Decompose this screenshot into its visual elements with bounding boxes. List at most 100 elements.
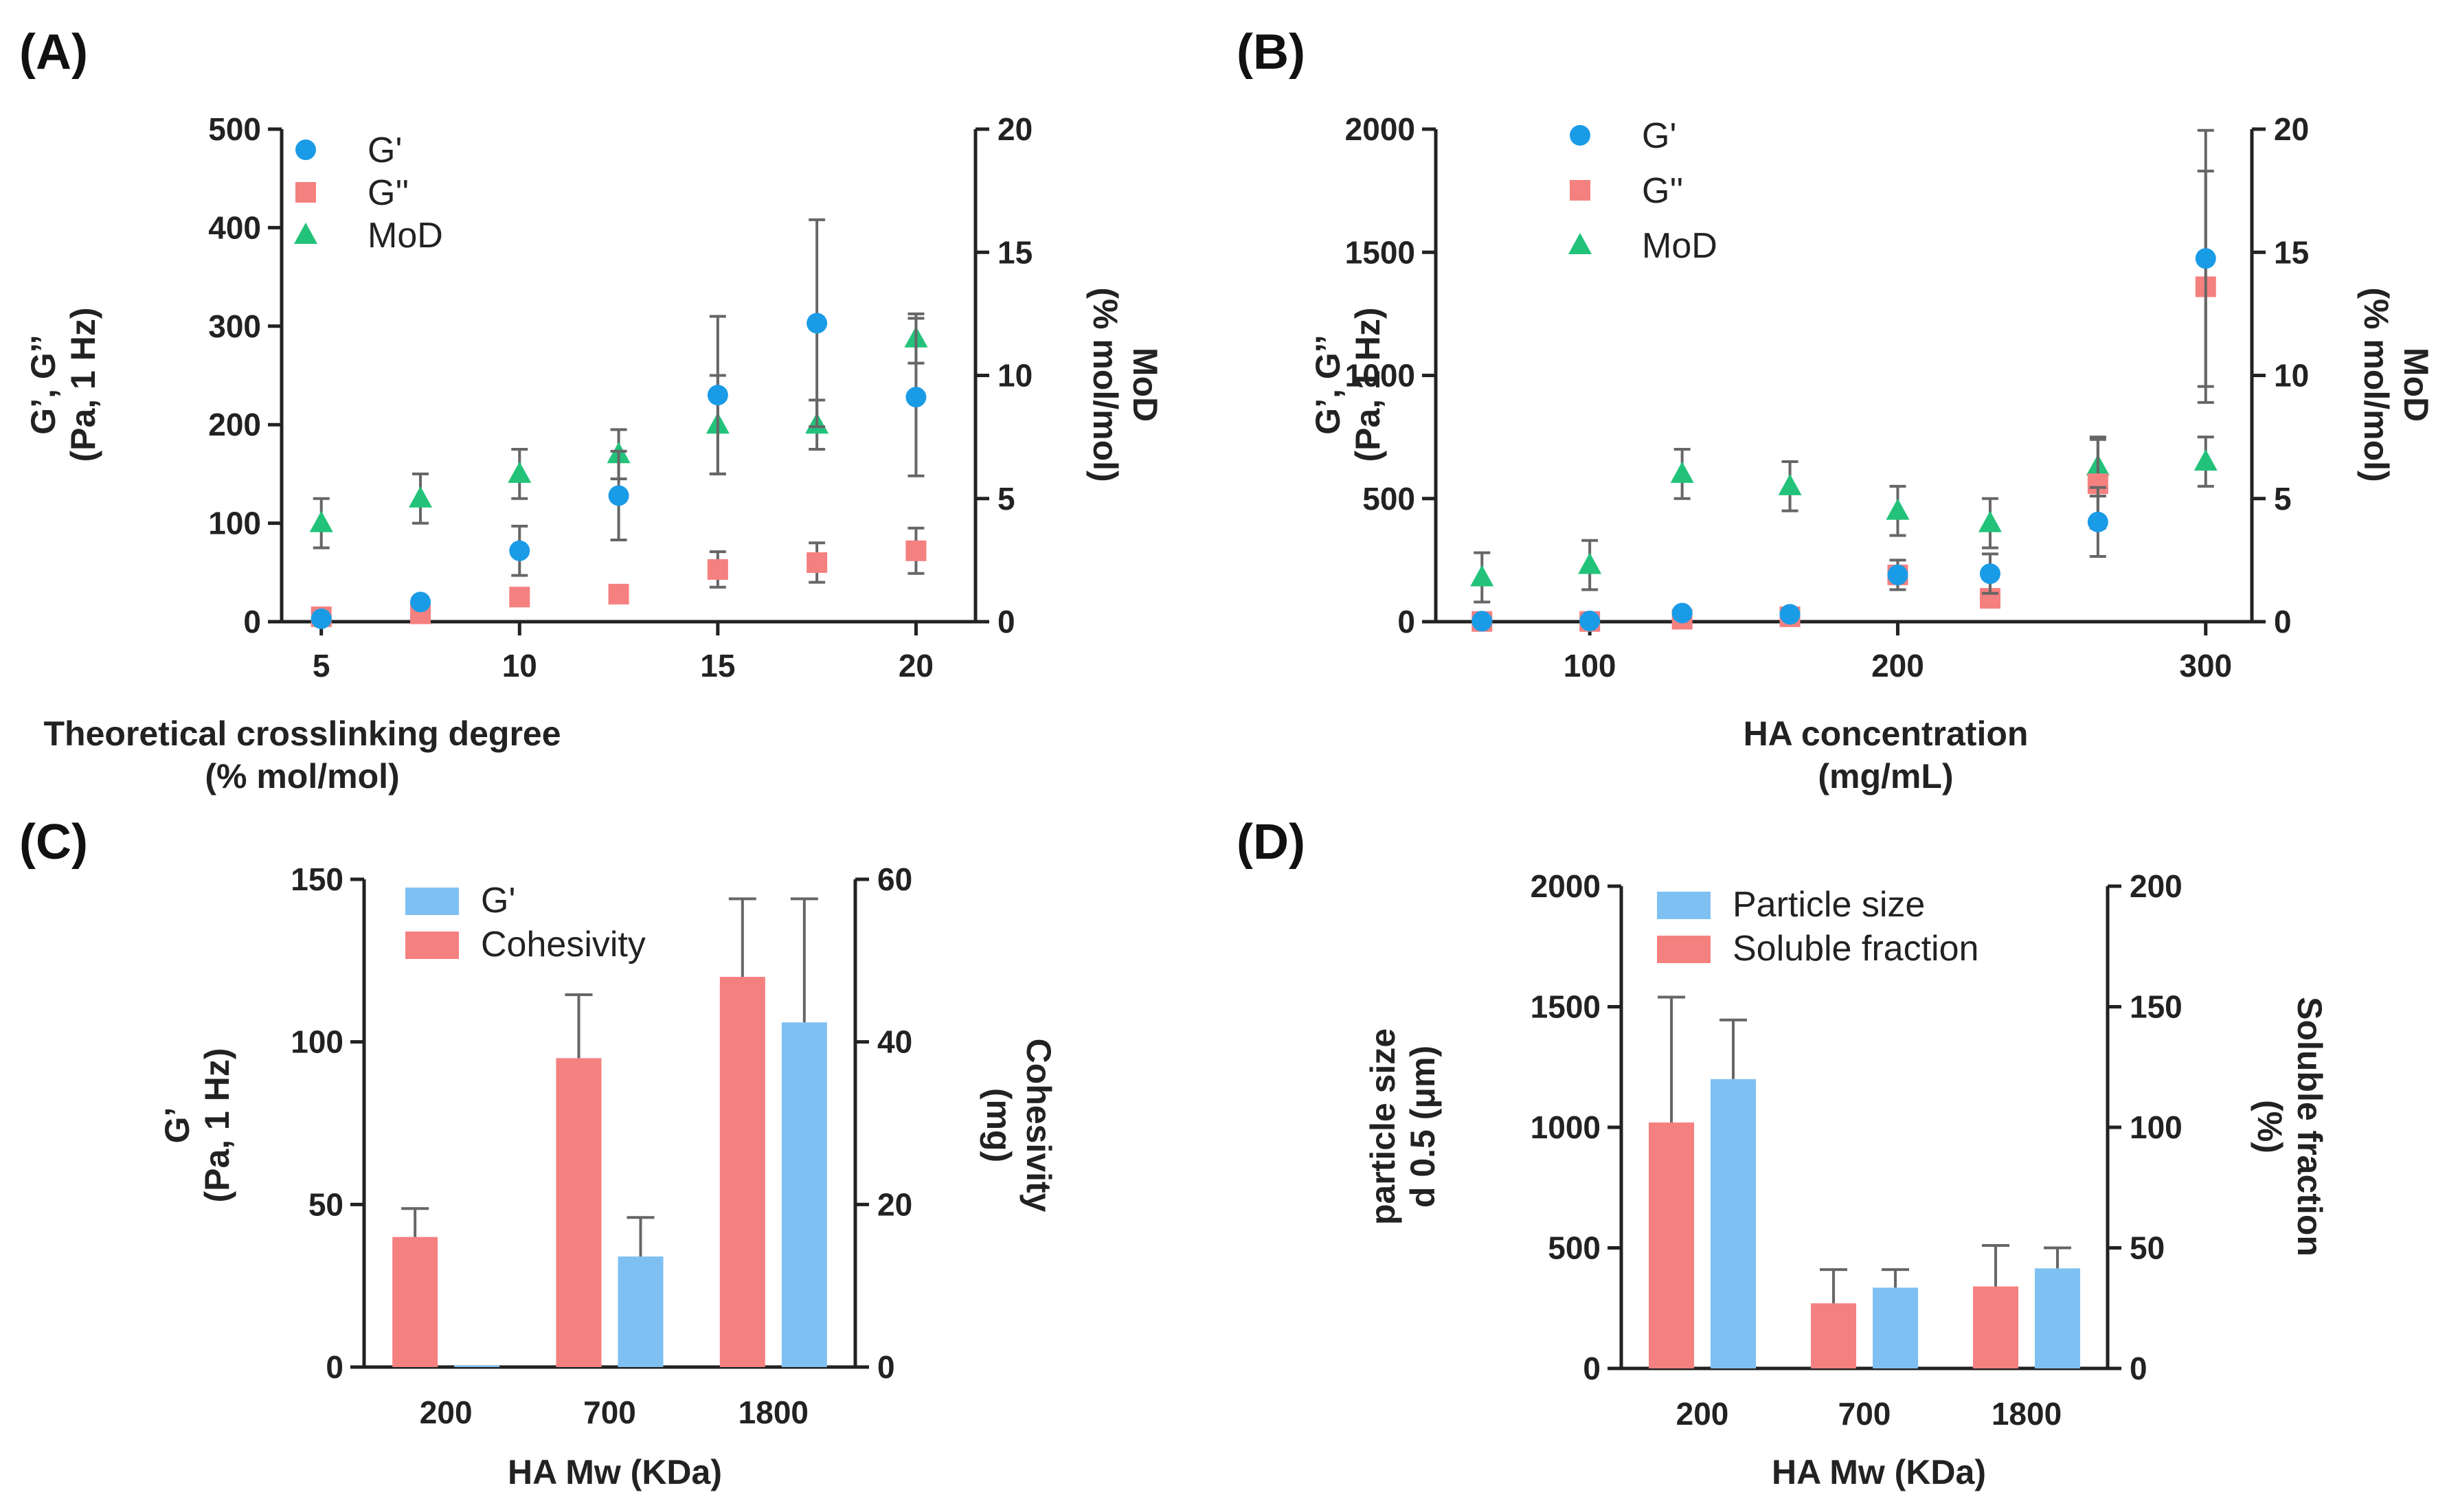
x-tick-label: 5 xyxy=(313,648,330,684)
data-point xyxy=(707,385,728,406)
legend-label: Soluble fraction xyxy=(1733,929,1978,969)
left-tick-label: 100 xyxy=(208,506,261,541)
x-axis-title: HA Mw (KDa) xyxy=(508,1453,722,1491)
right-y-axis-title: (%) xyxy=(2251,1100,2289,1153)
bar xyxy=(719,977,765,1367)
legend-label: G'' xyxy=(1642,171,1683,211)
right-y-axis-title: MoD xyxy=(2397,348,2435,422)
bar xyxy=(1973,1286,2018,1368)
left-tick-label: 400 xyxy=(208,210,261,245)
data-point xyxy=(409,486,432,508)
left-tick-label: 0 xyxy=(243,604,261,640)
left-tick-label: 1500 xyxy=(1531,989,1601,1025)
panel-label: (A) xyxy=(19,25,88,80)
right-tick-label: 60 xyxy=(877,861,912,897)
data-point xyxy=(905,387,927,408)
panel-a: (A) 0 100 200 300 400 500 0 5 10 15 20 Theoretical c… xyxy=(19,25,1164,796)
right-y-axis-title: (% mol/mol) xyxy=(2357,287,2395,482)
x-tick-label: 100 xyxy=(1564,648,1616,684)
series-gprime xyxy=(1471,128,2216,632)
right-y-axis-title: MoD xyxy=(1126,348,1164,422)
legend-label: MoD xyxy=(1642,226,1717,266)
data-point xyxy=(2194,449,2218,471)
x-tick-label: 700 xyxy=(1838,1396,1891,1432)
x-tick-label: 1800 xyxy=(1992,1396,2062,1432)
data-point xyxy=(608,583,629,605)
panel-c: (C) 0 50 100 150 0 20 40 60 HA Mw (KDa) G’ (Pa, 1 H… xyxy=(19,815,1058,1491)
right-tick-label: 0 xyxy=(2130,1351,2147,1386)
legend-marker xyxy=(1568,233,1592,254)
series-cohesivity xyxy=(392,897,765,1367)
bar xyxy=(392,1237,438,1367)
left-y-axis-title: G’, G’’ xyxy=(1309,335,1347,434)
panel-d: (D) 0 500 1000 1500 2000 0 50 100 150 200 HA Mw (KD… xyxy=(1237,815,2329,1491)
right-tick-label: 20 xyxy=(2274,111,2309,147)
legend-marker xyxy=(295,139,316,160)
data-point xyxy=(1979,563,2000,585)
data-point xyxy=(2195,248,2216,269)
series-g- xyxy=(454,897,827,1367)
data-point xyxy=(311,608,332,629)
data-point xyxy=(1779,604,1801,625)
data-point xyxy=(608,485,629,506)
right-tick-label: 50 xyxy=(2130,1230,2165,1266)
x-tick-label: 1800 xyxy=(738,1395,809,1430)
x-axis-title: HA concentration xyxy=(1744,714,2029,753)
bar xyxy=(1711,1079,1756,1368)
left-tick-label: 0 xyxy=(326,1349,343,1385)
series-soluble-fraction xyxy=(1649,995,2018,1368)
right-tick-label: 200 xyxy=(2130,868,2183,904)
legend-marker xyxy=(295,182,316,203)
legend-label: MoD xyxy=(368,216,443,256)
right-tick-label: 15 xyxy=(997,234,1033,270)
right-tick-label: 10 xyxy=(2274,358,2309,394)
right-tick-label: 0 xyxy=(997,604,1015,640)
data-point xyxy=(1578,552,1602,574)
data-point xyxy=(509,540,530,561)
x-axis-title: Theoretical crosslinking degree xyxy=(43,714,561,753)
bar xyxy=(1873,1287,1918,1368)
data-point xyxy=(509,587,530,608)
right-tick-label: 0 xyxy=(2274,604,2292,640)
data-point xyxy=(1579,610,1601,631)
x-tick-label: 10 xyxy=(502,648,537,684)
data-point xyxy=(1671,602,1693,624)
legend-label: G' xyxy=(368,131,402,170)
series-particle-size xyxy=(1711,1018,2080,1368)
panel-label: (C) xyxy=(19,815,88,870)
right-tick-label: 5 xyxy=(2274,481,2292,517)
data-point xyxy=(2087,511,2108,532)
data-point xyxy=(1978,510,2002,532)
left-tick-label: 500 xyxy=(1362,481,1415,517)
legend-label: G'' xyxy=(368,173,409,213)
right-tick-label: 15 xyxy=(2274,234,2309,270)
data-point xyxy=(1886,498,1910,520)
left-y-axis-title: G’, G’’ xyxy=(24,335,63,434)
legend-marker xyxy=(1570,180,1590,201)
legend-swatch xyxy=(1657,936,1711,963)
left-tick-label: 0 xyxy=(1583,1351,1601,1386)
panel-label: (B) xyxy=(1237,25,1305,80)
left-tick-label: 50 xyxy=(308,1186,343,1222)
right-tick-label: 10 xyxy=(997,358,1033,394)
x-axis-title: (% mol/mol) xyxy=(205,757,399,796)
data-point xyxy=(410,591,431,613)
left-tick-label: 2000 xyxy=(1345,111,1415,147)
panel-label: (D) xyxy=(1237,815,1305,870)
x-axis-title: (mg/mL) xyxy=(1818,757,1953,796)
left-y-axis-title: particle size xyxy=(1364,1028,1402,1225)
x-tick-label: 200 xyxy=(1871,648,1924,684)
left-tick-label: 500 xyxy=(1548,1230,1601,1266)
data-point xyxy=(1887,564,1908,585)
x-axis-title: HA Mw (KDa) xyxy=(1772,1453,1986,1491)
right-tick-label: 40 xyxy=(877,1024,912,1060)
data-point xyxy=(807,313,828,334)
x-tick-label: 300 xyxy=(2179,648,2232,684)
legend-label: Cohesivity xyxy=(481,925,646,964)
x-tick-label: 20 xyxy=(899,648,934,684)
left-tick-label: 1000 xyxy=(1531,1109,1601,1145)
legend-swatch xyxy=(1657,892,1711,919)
bar xyxy=(618,1256,664,1367)
right-y-axis-title: (% mol/mol) xyxy=(1086,287,1125,482)
